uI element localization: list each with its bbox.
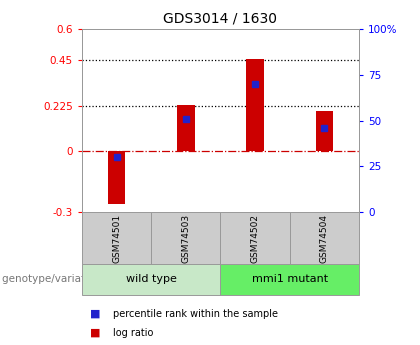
Text: GSM74502: GSM74502 xyxy=(251,214,260,263)
Text: genotype/variation ▶: genotype/variation ▶ xyxy=(2,275,113,284)
Bar xyxy=(177,105,194,151)
Text: ■: ■ xyxy=(90,328,101,338)
Bar xyxy=(316,111,333,151)
Text: log ratio: log ratio xyxy=(113,328,154,338)
Text: mmi1 mutant: mmi1 mutant xyxy=(252,275,328,284)
Text: ■: ■ xyxy=(90,309,101,319)
Text: GSM74501: GSM74501 xyxy=(112,214,121,263)
Title: GDS3014 / 1630: GDS3014 / 1630 xyxy=(163,11,278,26)
Text: GSM74503: GSM74503 xyxy=(181,214,190,263)
Text: GSM74504: GSM74504 xyxy=(320,214,329,263)
Bar xyxy=(247,59,264,151)
Text: percentile rank within the sample: percentile rank within the sample xyxy=(113,309,278,319)
Bar xyxy=(108,151,125,204)
Text: wild type: wild type xyxy=(126,275,177,284)
